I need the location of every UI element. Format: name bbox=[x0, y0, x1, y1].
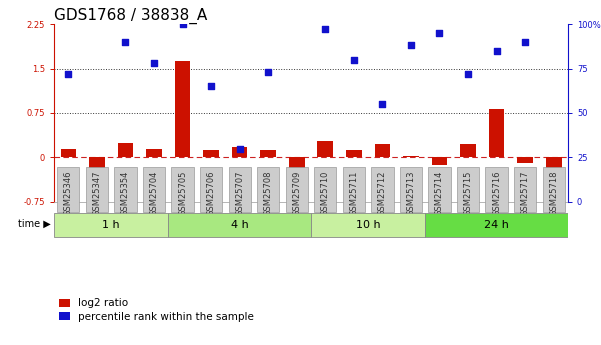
FancyBboxPatch shape bbox=[200, 167, 222, 212]
Text: GSM25707: GSM25707 bbox=[235, 171, 244, 216]
Text: GSM25718: GSM25718 bbox=[549, 171, 558, 216]
Bar bbox=[403, 156, 419, 157]
FancyBboxPatch shape bbox=[514, 167, 536, 212]
Legend: log2 ratio, percentile rank within the sample: log2 ratio, percentile rank within the s… bbox=[59, 298, 254, 322]
Point bbox=[92, 181, 102, 187]
FancyBboxPatch shape bbox=[486, 167, 508, 212]
FancyBboxPatch shape bbox=[143, 167, 165, 212]
Text: GSM25713: GSM25713 bbox=[406, 171, 415, 216]
FancyBboxPatch shape bbox=[54, 214, 168, 237]
Point bbox=[320, 27, 330, 32]
Point bbox=[463, 71, 473, 77]
Text: GSM25715: GSM25715 bbox=[463, 171, 472, 216]
Text: GSM25711: GSM25711 bbox=[349, 171, 358, 216]
Bar bbox=[489, 109, 504, 157]
Bar bbox=[374, 144, 390, 157]
FancyBboxPatch shape bbox=[343, 167, 365, 212]
Point bbox=[349, 57, 359, 62]
Text: GSM25710: GSM25710 bbox=[321, 171, 330, 216]
Text: time ▶: time ▶ bbox=[19, 219, 51, 229]
Text: 24 h: 24 h bbox=[484, 220, 509, 229]
FancyBboxPatch shape bbox=[314, 167, 337, 212]
FancyBboxPatch shape bbox=[371, 167, 394, 212]
Point bbox=[292, 172, 302, 178]
Bar bbox=[232, 147, 248, 157]
FancyBboxPatch shape bbox=[114, 167, 136, 212]
Point bbox=[178, 21, 188, 27]
Text: GSM25712: GSM25712 bbox=[378, 171, 387, 216]
Text: GSM25354: GSM25354 bbox=[121, 171, 130, 216]
Text: GSM25704: GSM25704 bbox=[150, 171, 159, 216]
FancyBboxPatch shape bbox=[311, 214, 425, 237]
Text: GSM25714: GSM25714 bbox=[435, 171, 444, 216]
FancyBboxPatch shape bbox=[457, 167, 479, 212]
Point bbox=[549, 178, 558, 183]
Point bbox=[435, 30, 444, 36]
Bar bbox=[203, 150, 219, 157]
Text: GSM25346: GSM25346 bbox=[64, 171, 73, 216]
FancyBboxPatch shape bbox=[285, 167, 308, 212]
Text: 10 h: 10 h bbox=[356, 220, 380, 229]
Point bbox=[149, 60, 159, 66]
Text: GSM25709: GSM25709 bbox=[292, 171, 301, 216]
Bar bbox=[346, 150, 362, 157]
FancyBboxPatch shape bbox=[228, 167, 251, 212]
Bar bbox=[146, 149, 162, 157]
Bar bbox=[118, 142, 133, 157]
Text: GSM25708: GSM25708 bbox=[264, 171, 273, 216]
Point bbox=[406, 43, 416, 48]
Bar bbox=[432, 157, 447, 165]
Text: GDS1768 / 38838_A: GDS1768 / 38838_A bbox=[54, 8, 207, 24]
FancyBboxPatch shape bbox=[257, 167, 279, 212]
FancyBboxPatch shape bbox=[429, 167, 451, 212]
Text: GSM25716: GSM25716 bbox=[492, 171, 501, 216]
Point bbox=[377, 101, 387, 107]
Text: 4 h: 4 h bbox=[231, 220, 249, 229]
Text: GSM25705: GSM25705 bbox=[178, 171, 187, 216]
Text: 1 h: 1 h bbox=[102, 220, 120, 229]
FancyBboxPatch shape bbox=[57, 167, 79, 212]
Bar bbox=[89, 157, 105, 190]
FancyBboxPatch shape bbox=[171, 167, 194, 212]
Bar bbox=[517, 157, 533, 163]
Bar bbox=[175, 61, 191, 157]
Bar bbox=[289, 157, 305, 184]
Text: GSM25717: GSM25717 bbox=[520, 171, 529, 216]
Point bbox=[235, 146, 245, 151]
FancyBboxPatch shape bbox=[543, 167, 565, 212]
Point bbox=[206, 83, 216, 89]
Bar bbox=[460, 144, 476, 157]
Text: GSM25347: GSM25347 bbox=[93, 171, 102, 216]
Bar bbox=[317, 141, 333, 157]
FancyBboxPatch shape bbox=[86, 167, 108, 212]
FancyBboxPatch shape bbox=[425, 214, 568, 237]
Point bbox=[64, 71, 73, 77]
Text: GSM25706: GSM25706 bbox=[207, 171, 216, 216]
FancyBboxPatch shape bbox=[400, 167, 422, 212]
Bar bbox=[260, 150, 276, 157]
Point bbox=[492, 48, 501, 53]
Bar bbox=[61, 149, 76, 157]
Point bbox=[520, 39, 530, 45]
Bar bbox=[546, 157, 561, 200]
Point bbox=[121, 39, 130, 45]
FancyBboxPatch shape bbox=[168, 214, 311, 237]
Point bbox=[263, 69, 273, 75]
